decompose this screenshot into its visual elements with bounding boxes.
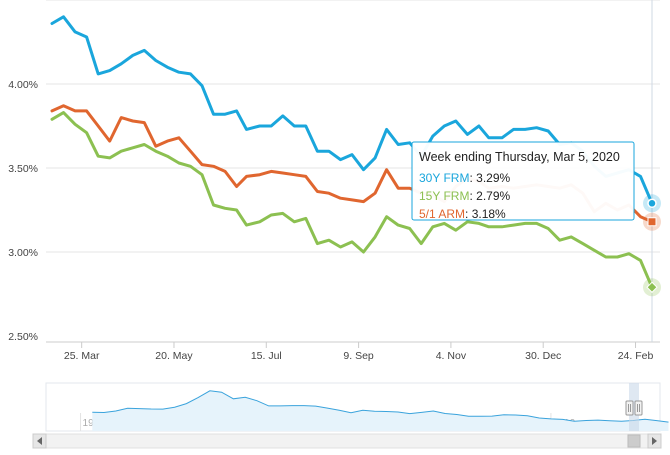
tooltip-value-arm: 3.18% [472,207,506,221]
navigator[interactable]: 19701980199020002010 [45,382,669,432]
x-tick-label: 24. Feb [618,350,654,362]
hover-marker-square [647,217,657,227]
y-tick-label: 3.00% [8,247,38,259]
navigator-area [92,390,669,431]
tooltip-label-arm: 5/1 ARM [419,207,465,221]
scroll-right-button[interactable] [647,433,662,449]
tooltip-label-15y: 15Y FRM [419,189,469,203]
scrollbar[interactable] [32,433,662,449]
scroll-left-button[interactable] [32,433,47,449]
navigator-right-handle[interactable] [634,400,643,416]
series-line-30y-frm [50,15,654,205]
tooltip-box [411,141,635,221]
y-tick-label: 3.50% [8,163,38,175]
x-axis-ticks: 25. Mar 20. May 15. Jul 9. Sep 4. Nov 30. Dec… [64,342,654,362]
hover-marker-diamond [646,281,658,293]
x-tick-label: 25. Mar [64,350,100,362]
navigator-left-handle[interactable] [625,400,634,416]
y-axis-ticks: 2.50% 3.00% 3.50% 4.00% [8,79,38,343]
tooltip-title: Week ending Thursday, Mar 5, 2020 [419,150,620,164]
tooltip-label-30y: 30Y FRM [419,171,469,185]
y-tick-label: 2.50% [8,331,38,343]
x-tick-label: 20. May [155,350,193,362]
scrollbar-thumb[interactable] [627,434,641,448]
x-tick-label: 9. Sep [343,350,374,362]
scrollbar-track[interactable] [45,433,661,449]
tooltip-value-15y: 2.79% [476,189,510,203]
series-line-15y-frm [50,111,654,289]
hover-markers [643,194,661,297]
tooltip-row-arm: 5/1 ARM: 3.18% [419,207,506,221]
tooltip-value-30y: 3.29% [476,171,510,185]
navigator-selected-range[interactable] [629,383,639,431]
y-tick-label: 4.00% [8,79,38,91]
tooltip-row-15y: 15Y FRM: 2.79% [419,189,510,203]
x-tick-label: 4. Nov [436,350,467,362]
tooltip: Week ending Thursday, Mar 5, 2020 30Y FR… [411,141,635,221]
x-tick-label: 15. Jul [251,350,282,362]
hover-marker-circle [647,198,657,209]
tooltip-row-30y: 30Y FRM: 3.29% [419,171,510,185]
x-tick-label: 30. Dec [525,350,561,362]
navigator-line [92,390,669,423]
